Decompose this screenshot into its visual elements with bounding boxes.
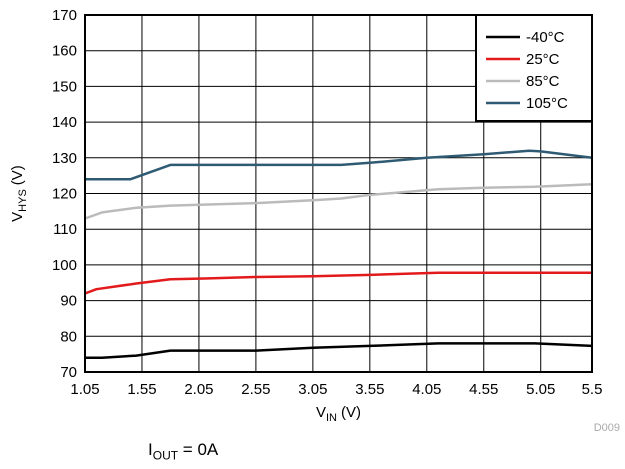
legend-label: 25°C (526, 51, 560, 68)
series-line (85, 342, 593, 359)
x-axis-title-sub: IN (326, 412, 337, 424)
series-line (85, 149, 593, 181)
x-tick-label: 5.05 (526, 381, 555, 398)
x-axis-title-main: V (316, 404, 326, 421)
y-tick-labels: 70 80 90 100 110 120 130 140 150 160 170 (52, 7, 77, 381)
figure-id: D009 (594, 422, 620, 434)
x-tick-labels: 1.05 1.55 2.05 2.55 3.05 3.55 4.05 4.55 5.05 5.5 (70, 381, 602, 398)
series-lines (84, 149, 593, 359)
series-line (84, 182, 593, 220)
y-axis-title: VHYS (V) (9, 165, 29, 222)
y-axis-title-sub: HYS (17, 189, 29, 212)
x-axis-title-unit: (V) (341, 404, 361, 421)
chart: 1.05 1.55 2.05 2.55 3.05 3.55 4.05 4.55 5.05 5.5 … (9, 7, 620, 434)
x-tick-label: 1.55 (127, 381, 156, 398)
x-tick-label: 5.5 (582, 381, 603, 398)
y-tick-label: 160 (52, 43, 77, 60)
caption-sub: OUT (152, 448, 179, 463)
legend-label: -40°C (526, 29, 565, 46)
legend-label: 105°C (526, 95, 568, 112)
x-tick-label: 3.05 (298, 381, 327, 398)
plot-frame (84, 14, 593, 373)
y-tick-label: 120 (52, 186, 77, 203)
x-axis-title: VIN (V) (316, 404, 361, 424)
legend: -40°C 25°C 85°C 105°C (475, 14, 593, 122)
y-tick-label: 130 (52, 150, 77, 167)
y-tick-label: 80 (60, 328, 77, 345)
series-line (84, 271, 592, 295)
x-tick-label: 3.55 (355, 381, 384, 398)
caption-rest: = 0A (178, 440, 219, 459)
y-tick-label: 110 (53, 221, 77, 238)
y-tick-label: 90 (60, 293, 77, 310)
x-tick-label: 4.55 (469, 381, 498, 398)
x-tick-label: 2.05 (184, 381, 213, 398)
y-tick-label: 170 (52, 7, 77, 24)
y-tick-label: 100 (52, 257, 77, 274)
x-tick-label: 2.55 (241, 381, 270, 398)
y-tick-label: 140 (52, 114, 77, 131)
y-axis-title-main: V (9, 212, 26, 222)
y-axis-title-unit: (V) (9, 165, 26, 185)
y-tick-label: 70 (60, 364, 77, 381)
legend-items: -40°C 25°C 85°C 105°C (486, 29, 568, 112)
x-tick-label: 4.05 (412, 381, 441, 398)
y-tick-label: 150 (52, 78, 77, 95)
caption: IOUT = 0A (148, 440, 218, 462)
legend-label: 85°C (526, 73, 560, 90)
caption-main: I (148, 440, 153, 459)
x-tick-label: 1.05 (70, 381, 99, 398)
